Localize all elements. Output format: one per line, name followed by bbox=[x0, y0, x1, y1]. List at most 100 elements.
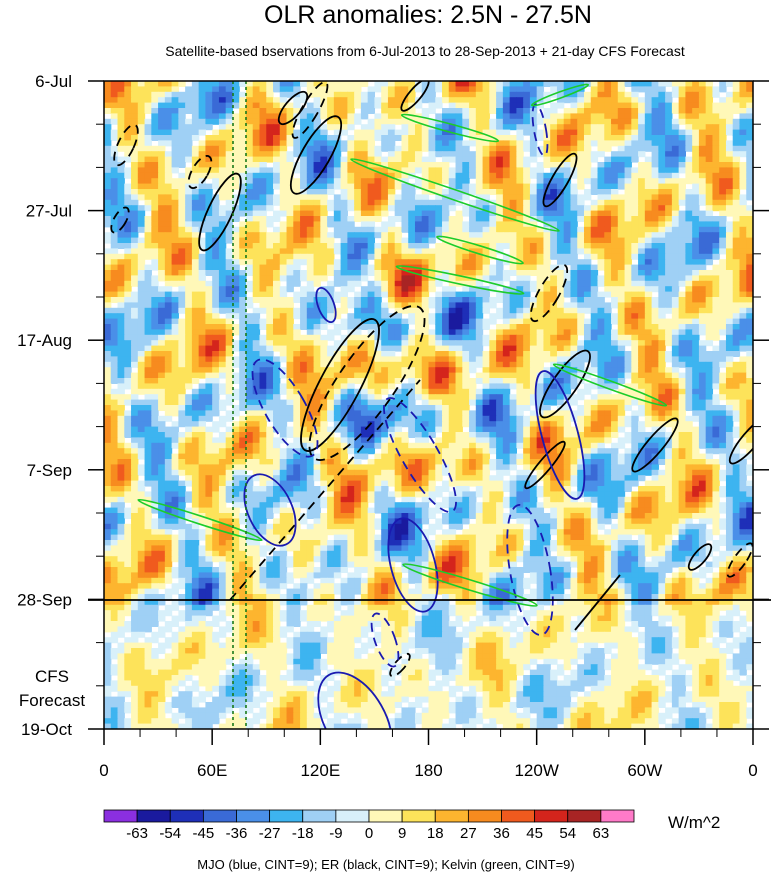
heatmap-cell bbox=[509, 237, 517, 244]
heatmap-cell bbox=[523, 108, 531, 114]
heatmap-cell bbox=[144, 172, 152, 179]
heatmap-cell bbox=[144, 367, 152, 374]
heatmap-cell bbox=[496, 145, 504, 152]
heatmap-cell bbox=[252, 108, 261, 114]
heatmap-cell bbox=[556, 97, 565, 104]
heatmap-cell bbox=[550, 345, 558, 352]
heatmap-cell bbox=[354, 226, 362, 233]
heatmap-cell bbox=[719, 140, 727, 147]
heatmap-cell bbox=[414, 356, 423, 363]
heatmap-cell bbox=[293, 216, 301, 222]
heatmap-cell bbox=[725, 178, 734, 185]
heatmap-cell bbox=[698, 345, 707, 352]
heatmap-cell bbox=[273, 270, 281, 276]
heatmap-cell bbox=[563, 253, 572, 260]
heatmap-cell bbox=[354, 145, 362, 152]
heatmap-cell bbox=[509, 162, 517, 168]
heatmap-cell bbox=[273, 334, 281, 341]
heatmap-cell bbox=[306, 361, 315, 368]
heatmap-cell bbox=[218, 275, 227, 282]
heatmap-cell bbox=[692, 291, 700, 298]
heatmap-cell bbox=[178, 151, 186, 158]
heatmap-cell bbox=[496, 113, 504, 120]
heatmap-cell bbox=[624, 324, 632, 330]
heatmap-cell bbox=[421, 340, 430, 347]
heatmap-cell bbox=[164, 189, 173, 195]
heatmap-cell bbox=[381, 361, 389, 368]
heatmap-cell bbox=[428, 102, 436, 109]
heatmap-cell bbox=[543, 81, 551, 87]
heatmap-cell bbox=[583, 243, 592, 249]
heatmap-cell bbox=[421, 162, 430, 168]
heatmap-cell bbox=[597, 81, 605, 87]
heatmap-cell bbox=[469, 183, 477, 190]
heatmap-cell bbox=[705, 226, 714, 233]
heatmap-cell bbox=[286, 140, 294, 147]
heatmap-cell bbox=[678, 140, 686, 147]
heatmap-cell bbox=[387, 81, 396, 87]
heatmap-cell bbox=[394, 145, 403, 152]
heatmap-cell bbox=[394, 108, 403, 114]
heatmap-cell bbox=[475, 86, 484, 93]
heatmap-cell bbox=[489, 172, 497, 179]
heatmap-cell bbox=[624, 91, 632, 98]
heatmap-cell bbox=[496, 129, 504, 136]
heatmap-cell bbox=[462, 129, 470, 136]
heatmap-cell bbox=[354, 172, 362, 179]
heatmap-cell bbox=[489, 178, 497, 185]
heatmap-cell bbox=[536, 334, 545, 341]
heatmap-cell bbox=[144, 189, 152, 195]
heatmap-cell bbox=[678, 253, 686, 260]
heatmap-cell bbox=[212, 156, 220, 163]
heatmap-cell bbox=[131, 313, 139, 320]
heatmap-cell bbox=[442, 124, 450, 131]
heatmap-cell bbox=[421, 194, 430, 201]
heatmap-cell bbox=[482, 124, 490, 131]
heatmap-cell bbox=[469, 280, 477, 287]
heatmap-cell bbox=[570, 297, 578, 303]
heatmap-cell bbox=[327, 81, 335, 87]
heatmap-cell bbox=[563, 167, 572, 174]
heatmap-cell bbox=[719, 162, 727, 168]
heatmap-cell bbox=[435, 86, 443, 93]
heatmap-cell bbox=[725, 232, 734, 239]
heatmap-cell bbox=[212, 86, 220, 93]
heatmap-cell bbox=[252, 340, 261, 347]
heatmap-cell bbox=[550, 340, 558, 347]
heatmap-cell bbox=[583, 334, 592, 341]
heatmap-cell bbox=[198, 189, 207, 195]
heatmap-cell bbox=[502, 210, 511, 217]
heatmap-cell bbox=[360, 135, 369, 141]
heatmap-cell bbox=[212, 334, 220, 341]
heatmap-cell bbox=[381, 264, 389, 271]
heatmap-cell bbox=[117, 264, 125, 271]
heatmap-cell bbox=[239, 270, 247, 276]
heatmap-cell bbox=[570, 129, 578, 136]
heatmap-cell bbox=[293, 151, 301, 158]
heatmap-cell bbox=[333, 183, 342, 190]
heatmap-cell bbox=[306, 356, 315, 363]
heatmap-cell bbox=[638, 172, 646, 179]
heatmap-cell bbox=[104, 81, 112, 87]
heatmap-cell bbox=[367, 210, 376, 217]
heatmap-cell bbox=[360, 361, 369, 368]
heatmap-cell bbox=[293, 232, 301, 239]
heatmap-cell bbox=[671, 329, 680, 336]
heatmap-cell bbox=[516, 297, 524, 303]
heatmap-cell bbox=[678, 270, 686, 276]
heatmap-cell bbox=[320, 275, 328, 282]
heatmap-cell bbox=[692, 356, 700, 363]
heatmap-cell bbox=[428, 313, 436, 320]
heatmap-cell bbox=[218, 172, 227, 179]
heatmap-cell bbox=[320, 259, 328, 266]
heatmap-cell bbox=[583, 286, 592, 293]
heatmap-cell bbox=[340, 178, 348, 185]
heatmap-cell bbox=[110, 189, 119, 195]
heatmap-cell bbox=[158, 97, 166, 104]
heatmap-cell bbox=[496, 205, 504, 212]
heatmap-cell bbox=[725, 345, 734, 352]
heatmap-cell bbox=[205, 324, 213, 330]
heatmap-cell bbox=[131, 221, 139, 228]
heatmap-cell bbox=[496, 275, 504, 282]
heatmap-cell bbox=[124, 151, 132, 158]
